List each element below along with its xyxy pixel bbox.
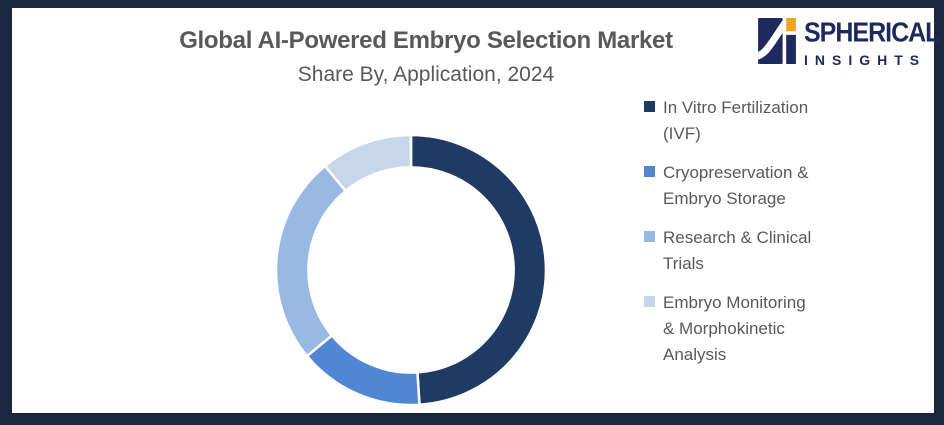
chart-canvas	[12, 8, 934, 413]
chart-header: Global AI-Powered Embryo Selection Marke…	[0, 27, 852, 87]
donut-chart	[274, 133, 548, 407]
donut-segment	[305, 334, 421, 407]
page-subtitle: Share By, Application, 2024	[297, 62, 555, 86]
donut-segment	[274, 164, 347, 358]
logo-line-spherical: SPHERICAL	[804, 16, 940, 49]
donut-segment	[323, 133, 413, 193]
legend-item-monitoring: Embryo Monitoring & Morphokinetic Analys…	[644, 290, 824, 368]
donut-chart-area	[271, 130, 551, 410]
legend-swatch-icon	[644, 296, 655, 307]
legend-swatch-icon	[644, 166, 655, 177]
spherical-insights-logo: SPHERICAL INSIGHTS	[758, 16, 940, 68]
legend-label: Research & Clinical Trials	[663, 228, 812, 273]
legend-label: Cryopreservation & Embryo Storage	[663, 163, 809, 208]
legend-item-cryopreservation: Cryopreservation & Embryo Storage	[644, 160, 824, 212]
legend-label: In Vitro Fertilization (IVF)	[663, 98, 809, 143]
legend-label: Embryo Monitoring & Morphokinetic Analys…	[663, 293, 806, 364]
legend-swatch-icon	[644, 101, 655, 112]
spherical-logo-icon	[758, 18, 796, 64]
logo-wordmark: SPHERICAL INSIGHTS	[804, 16, 940, 68]
logo-line-insights: INSIGHTS	[804, 52, 927, 68]
donut-segment	[409, 133, 548, 406]
chart-legend: In Vitro Fertilization (IVF) Cryopreserv…	[644, 95, 824, 381]
legend-item-ivf: In Vitro Fertilization (IVF)	[644, 95, 824, 147]
page-title: Global AI-Powered Embryo Selection Marke…	[179, 27, 673, 54]
legend-item-research: Research & Clinical Trials	[644, 225, 824, 277]
legend-swatch-icon	[644, 231, 655, 242]
